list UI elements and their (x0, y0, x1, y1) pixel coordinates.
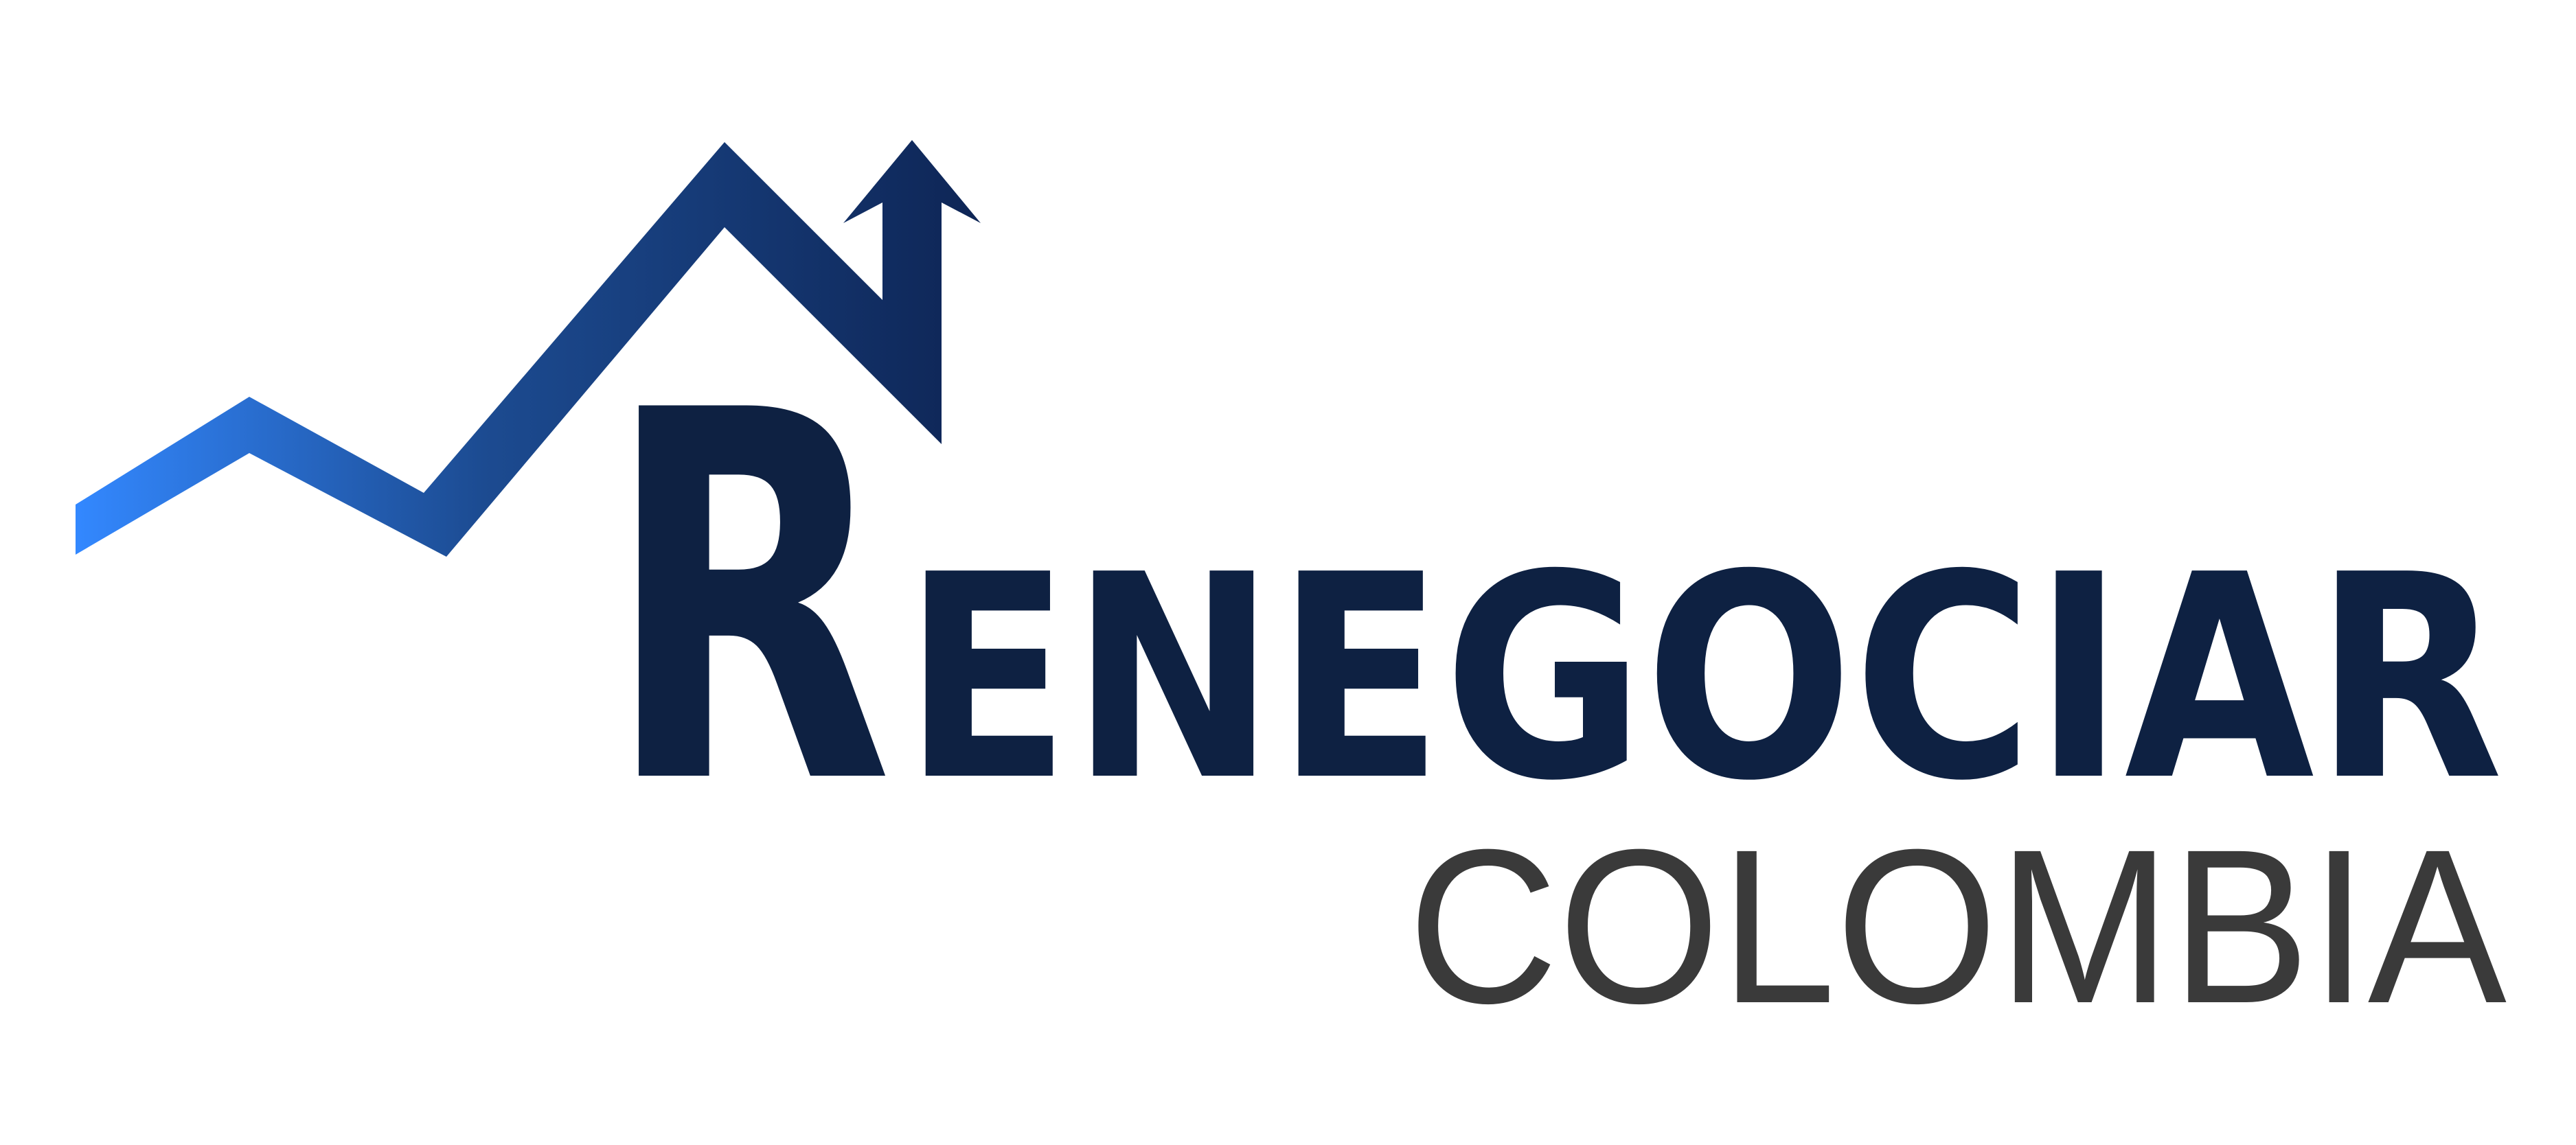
brand-name-rest: ENEGOCIAR (903, 514, 2503, 842)
roof-zigzag-band (76, 140, 981, 557)
rising-roof-arrow-icon (76, 140, 981, 557)
brand-subtitle: COLOMBIA (1408, 803, 2507, 1049)
brand-initial-r: R (604, 304, 893, 896)
